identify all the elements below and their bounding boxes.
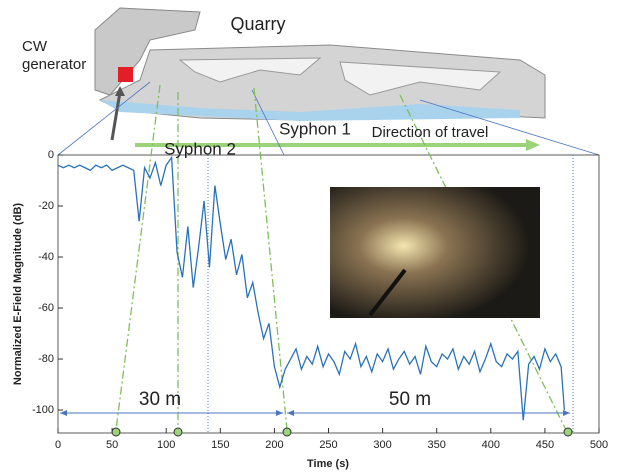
y-tick-label: -80: [38, 353, 54, 365]
annotation: Direction of travel: [372, 124, 489, 141]
page: 0 50 100 150 200 250 300 350 400 450 500 0 -20 -40 -60…: [0, 0, 621, 472]
y-tick-label: -40: [38, 251, 54, 263]
cw-generator-marker: [118, 67, 133, 82]
x-tick-label: 50: [106, 439, 118, 451]
x-tick-label: 250: [319, 439, 337, 451]
y-tick-label: -20: [38, 200, 54, 212]
annotation: 50 m: [389, 389, 431, 410]
guide-markers: [112, 428, 572, 436]
x-tick-label: 450: [536, 439, 554, 451]
x-tick-label: 300: [373, 439, 391, 451]
annotation: Quarry: [230, 14, 285, 34]
annotation: 30 m: [139, 389, 181, 410]
x-tick-label: 200: [265, 439, 283, 451]
annotation: Syphon 2: [164, 139, 236, 158]
y-tick-label: 0: [48, 149, 54, 161]
inset-photo: [330, 187, 540, 318]
annotation: Syphon 1: [279, 119, 351, 138]
x-tick-label: 100: [157, 439, 175, 451]
x-axis-title: Time (s): [307, 458, 349, 470]
y-tick-label: -60: [38, 302, 54, 314]
y-tick-label: -100: [32, 404, 54, 416]
x-tick-label: 150: [211, 439, 229, 451]
x-tick-label: 350: [428, 439, 446, 451]
y-axis-title: Normalized E-Field Magnitude (dB): [12, 203, 24, 385]
x-tick-label: 0: [55, 439, 61, 451]
x-tick-label: 400: [482, 439, 500, 451]
annotation: CW generator: [22, 38, 92, 74]
x-tick-label: 500: [590, 439, 608, 451]
chart: 0 50 100 150 200 250 300 350 400 450 500 0 -20 -40 -60…: [0, 0, 621, 472]
